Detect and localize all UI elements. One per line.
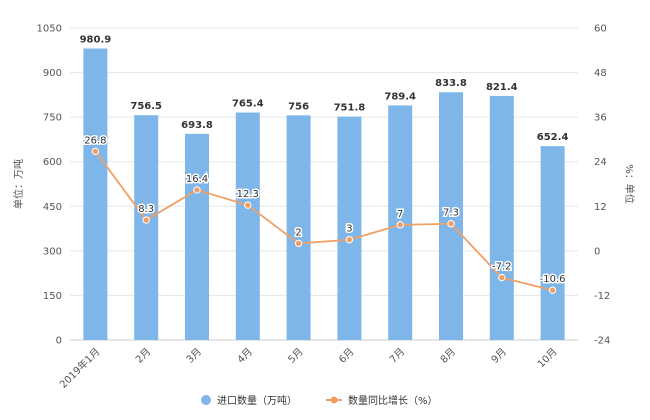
y-tick-label: 150 (43, 291, 62, 302)
x-tick-label: 4月 (235, 346, 255, 366)
y2-tick-label: 60 (594, 24, 607, 35)
y2-tick-label: -24 (594, 336, 610, 347)
x-tick-label: 6月 (336, 346, 356, 366)
bar-data-label: 756 (288, 101, 309, 112)
bar (439, 92, 463, 341)
legend-bar-label: 进口数量（万吨） (217, 394, 297, 407)
x-tick-label: 5月 (286, 346, 306, 366)
x-tick-label: 8月 (438, 346, 458, 366)
growth-line (94, 150, 553, 292)
line-point (294, 239, 303, 248)
x-tick-label: 9月 (489, 346, 509, 366)
bar (83, 48, 108, 341)
y2-tick-label: -12 (594, 291, 610, 302)
y2-tick-label: 48 (594, 68, 607, 79)
legend-line-label: 数量同比增长（%） (348, 394, 438, 407)
line-point (142, 216, 150, 224)
bar-data-label: 751.8 (334, 103, 366, 114)
line-point (447, 220, 455, 228)
bar-data-label: 833.8 (435, 78, 467, 89)
line-data-label: -7.2 (492, 262, 512, 273)
bar (235, 112, 260, 340)
line-data-label: 7.3 (443, 208, 459, 219)
y-tick-label: 1050 (37, 24, 62, 35)
bar-data-label: 693.8 (181, 120, 213, 131)
y-tick-label: 900 (43, 68, 62, 79)
line-point (498, 273, 506, 282)
line-point (345, 236, 354, 244)
bar-data-label: 652.4 (537, 132, 569, 143)
line-data-label: -10.6 (540, 274, 566, 285)
line-point (548, 286, 557, 294)
x-tick-label: 10月 (535, 346, 560, 371)
line-point (193, 186, 201, 194)
line-data-label: 16.4 (186, 174, 208, 185)
y2-tick-label: 24 (594, 157, 607, 168)
y2-tick-label: 36 (594, 113, 607, 124)
x-tick-label: 7月 (387, 346, 407, 366)
y2-tick-label: 12 (594, 202, 607, 213)
bar-data-label: 980.9 (80, 35, 112, 46)
y-tick-label: 0 (56, 336, 62, 347)
bar (286, 115, 311, 340)
bar (337, 116, 362, 340)
line-data-label: 26.8 (84, 135, 106, 146)
bar (540, 146, 565, 340)
bar-data-label: 821.4 (486, 82, 518, 93)
line-data-label: 8.3 (138, 204, 154, 215)
bar (134, 115, 159, 340)
x-tick-label: 2月 (133, 346, 153, 366)
line-data-label: 3 (346, 224, 352, 235)
y-axis-title: 单位：万吨 (12, 159, 25, 209)
line-data-label: 12.3 (237, 189, 259, 200)
legend-line-dot (330, 396, 338, 404)
bar-data-label: 765.4 (232, 99, 264, 110)
bar (489, 95, 514, 341)
legend-bar-marker (201, 395, 211, 405)
y-tick-label: 300 (43, 246, 62, 257)
y2-tick-label: 0 (594, 246, 600, 257)
bar (185, 133, 209, 340)
line-point (396, 221, 404, 229)
line-data-label: 7 (397, 209, 403, 220)
line-data-label: 2 (295, 227, 301, 238)
x-tick-label: 2019年1月 (57, 345, 103, 391)
x-tick-label: 3月 (184, 346, 204, 366)
y-tick-label: 600 (43, 157, 62, 168)
y-tick-label: 450 (43, 202, 62, 213)
line-point (91, 147, 100, 156)
y2-axis-title: %：单位 (623, 164, 636, 204)
y-tick-label: 750 (43, 113, 62, 124)
bar-data-label: 789.4 (384, 91, 416, 102)
line-point (244, 201, 252, 209)
bar-data-label: 756.5 (130, 101, 162, 112)
